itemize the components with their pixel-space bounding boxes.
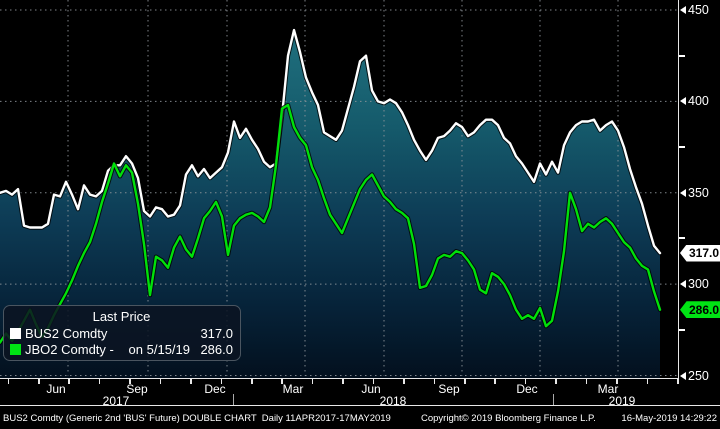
year-divider-line (553, 394, 554, 406)
price-line-bus2 (0, 28, 662, 255)
x-axis-tick (7, 379, 10, 384)
area-fill-bus2 (0, 30, 660, 378)
x-axis-tick (129, 379, 131, 384)
y-axis: 450 400 350 300 250 317.0 286.0 (678, 0, 720, 383)
x-axis-month-label: Sep (438, 382, 460, 396)
jbo2-series-swatch (10, 343, 21, 355)
y-axis-minor-tick (679, 237, 685, 240)
x-axis-tick (646, 379, 649, 384)
legend-panel: Last Price BUS2 Comdty 317.0 JBO2 Comdty… (3, 305, 241, 361)
y-axis-minor-tick (679, 54, 685, 57)
legend-title: Last Price (92, 309, 151, 324)
x-axis-year-label: 2018 (379, 394, 407, 408)
x-axis-month-label: Jun (46, 382, 66, 396)
x-axis-tick (372, 379, 375, 384)
y-axis-label-300: 300 (680, 277, 709, 291)
x-axis-tick (433, 379, 436, 384)
x-axis-month-label: Jun (361, 382, 381, 396)
jbo2-series-note: on 5/15/19 (128, 341, 190, 357)
x-axis-tick (251, 379, 253, 384)
x-axis-year-label: 2019 (608, 394, 636, 408)
last-price-badge-jbo2: 286.0 (680, 301, 720, 319)
price-chart-canvas[interactable] (0, 0, 678, 378)
last-price-badge-bus2: 317.0 (680, 244, 720, 262)
x-axis-tick (342, 379, 344, 384)
y-axis-label-450: 450 (680, 3, 709, 17)
chart-description: BUS2 Comdty (Generic 2nd 'BUS' Future) D… (3, 413, 391, 424)
y-axis-minor-tick (679, 328, 685, 331)
x-axis-tick (311, 379, 314, 384)
y-axis-minor-tick (679, 146, 685, 149)
x-axis-tick (38, 379, 40, 384)
timestamp: 16-May-2019 14:29:22 (621, 413, 717, 424)
x-axis-tick (68, 379, 70, 384)
x-axis-tick (220, 379, 223, 384)
x-axis-tick (159, 379, 162, 384)
legend-row-jbo2: JBO2 Comdty - on 5/15/19 286.0 (10, 341, 233, 357)
tick-arrow-icon (680, 280, 686, 289)
x-axis-tick (555, 379, 557, 384)
x-axis: Jun Sep Dec Mar Jun Sep Dec Mar 2017 2018 2019 (0, 378, 679, 408)
tick-arrow-icon (680, 188, 686, 197)
x-axis-tick (403, 379, 405, 384)
x-axis-tick (677, 379, 679, 384)
x-axis-tick (585, 379, 588, 384)
legend-row-bus2: BUS2 Comdty 317.0 (10, 325, 233, 341)
x-axis-tick (494, 379, 496, 384)
x-axis-tick (98, 379, 101, 384)
bus2-series-swatch (10, 327, 21, 339)
jbo2-series-label: JBO2 Comdty - (25, 341, 114, 357)
x-axis-tick (616, 379, 618, 384)
jbo2-last-price: 286.0 (200, 341, 233, 357)
x-axis-month-label: Dec (516, 382, 538, 396)
x-axis-tick (190, 379, 192, 384)
bus2-series-label: BUS2 Comdty (25, 325, 108, 341)
bus2-last-price: 317.0 (200, 325, 233, 341)
y-axis-label-400: 400 (680, 94, 709, 108)
tick-arrow-icon (680, 6, 686, 14)
year-divider-line (233, 394, 234, 406)
x-axis-tick (281, 379, 283, 384)
tick-arrow-icon (680, 97, 686, 106)
chart-plot-area[interactable] (0, 0, 678, 378)
tick-arrow-icon (680, 371, 686, 380)
x-axis-tick (464, 379, 466, 384)
y-axis-label-350: 350 (680, 186, 709, 200)
x-axis-tick (524, 379, 527, 384)
status-bar: BUS2 Comdty (Generic 2nd 'BUS' Future) D… (0, 405, 720, 429)
price-line-jbo2 (0, 103, 662, 344)
x-axis-month-label: Mar (282, 382, 304, 396)
x-axis-month-label: Sep (126, 382, 148, 396)
x-axis-month-label: Mar (597, 382, 619, 396)
copyright-text: Copyright© 2019 Bloomberg Finance L.P. (421, 413, 596, 424)
y-axis-label-250: 250 (680, 369, 709, 383)
x-axis-month-label: Dec (204, 382, 226, 396)
x-axis-year-label: 2017 (102, 394, 130, 408)
